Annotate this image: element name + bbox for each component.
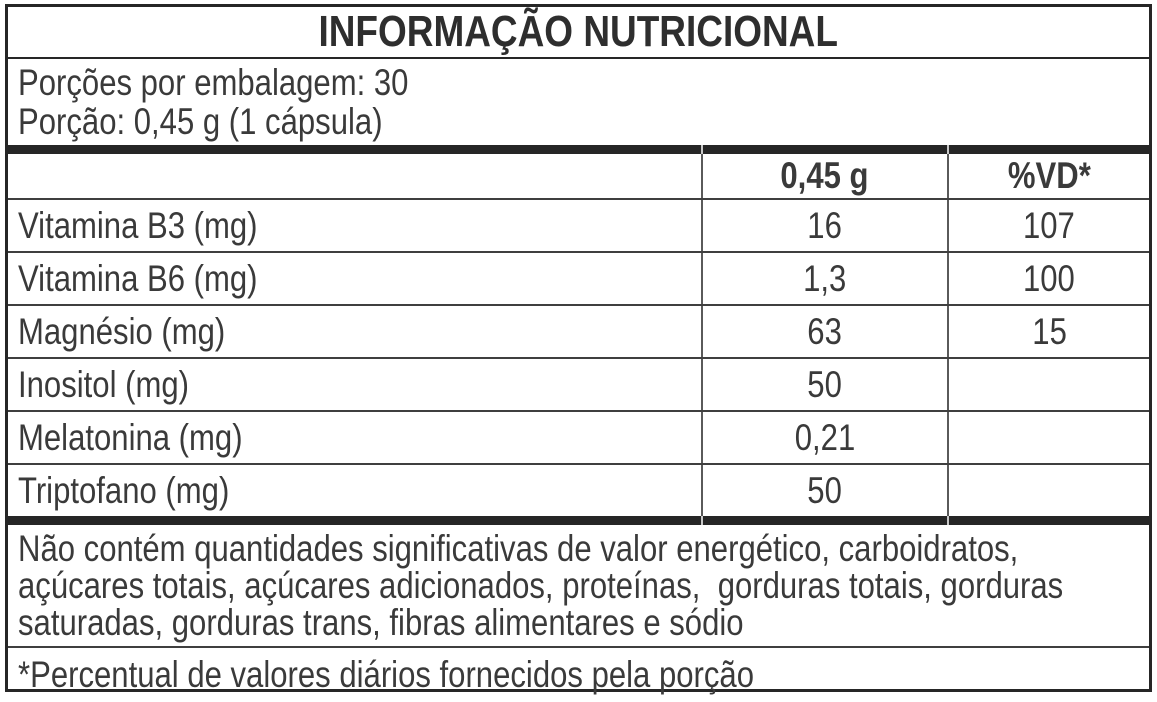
divider-bar-top (8, 145, 1149, 154)
nutrient-name: Triptofano (mg) (18, 469, 230, 511)
nutrient-dv (947, 464, 1149, 516)
amount-column-header: 0,45 g (700, 154, 949, 200)
nutrient-amount: 50 (700, 464, 949, 516)
title-row: INFORMAÇÃO NUTRICIONAL (8, 7, 1149, 59)
nutrient-name: Melatonina (mg) (8, 411, 702, 465)
nutrient-row-magnesio: Magnésio (mg) 63 15 (8, 305, 1149, 359)
dv-definition-cell: *Percentual de valores diários fornecido… (8, 647, 1149, 702)
serving-info-cell: Porções por embalagem: 30 Porção: 0,45 g… (8, 58, 1149, 145)
nutrient-row-vitamina-b6: Vitamina B6 (mg) 1,3 100 (8, 252, 1149, 306)
nutrient-column-header (8, 154, 702, 200)
nutrient-dv: 15 (947, 305, 1149, 359)
nutrient-row-vitamina-b3: Vitamina B3 (mg) 16 107 (8, 199, 1149, 253)
nutrient-dv: 107 (947, 199, 1149, 253)
column-header-row: 0,45 g %VD* (8, 154, 1149, 200)
nutrient-row-melatonina: Melatonina (mg) 0,21 (8, 411, 1149, 465)
nutrient-amount: 1,3 (700, 252, 949, 306)
serving-size-line: Porção: 0,45 g (1 cápsula) (18, 102, 1139, 141)
divider-bar-segment (700, 145, 949, 154)
nutrient-dv (947, 411, 1149, 465)
label-title: INFORMAÇÃO NUTRICIONAL (318, 7, 839, 56)
nutrient-amount: 63 (700, 305, 949, 359)
nutrient-amount: 50 (700, 358, 949, 412)
nutrient-name: Magnésio (mg) (8, 305, 702, 359)
divider-bar-segment (947, 145, 1149, 154)
no-significant-note-row: Não contém quantidades significativas de… (8, 525, 1149, 648)
nutrition-table: INFORMAÇÃO NUTRICIONAL Porções por embal… (8, 7, 1149, 702)
serving-size: Porção: 0,45 g (1 cápsula) (18, 101, 383, 142)
servings-per-package: Porções por embalagem: 30 (18, 62, 409, 103)
nutrient-dv: 100 (947, 252, 1149, 306)
divider-bar-segment (700, 516, 949, 525)
no-significant-note-cell: Não contém quantidades significativas de… (8, 525, 1149, 648)
nutrient-row-triptofano: Triptofano (mg) 50 (8, 464, 1149, 516)
nutrient-name: Inositol (mg) (8, 358, 702, 412)
servings-per-package-line: Porções por embalagem: 30 (18, 63, 1139, 102)
label-title-cell: INFORMAÇÃO NUTRICIONAL (8, 7, 1149, 59)
nutrition-label: INFORMAÇÃO NUTRICIONAL Porções por embal… (5, 4, 1152, 695)
dv-column-header: %VD* (947, 154, 1149, 200)
dv-definition-note: *Percentual de valores diários fornecido… (18, 654, 754, 695)
divider-bar-bottom (8, 516, 1149, 525)
dv-definition-row: *Percentual de valores diários fornecido… (8, 647, 1149, 702)
no-significant-note: Não contém quantidades significativas de… (18, 528, 1072, 643)
nutrient-amount: 16 (700, 199, 949, 253)
divider-bar-segment (8, 145, 702, 154)
nutrient-amount: 0,21 (700, 411, 949, 465)
serving-info-row: Porções por embalagem: 30 Porção: 0,45 g… (8, 58, 1149, 145)
divider-bar-segment (947, 516, 1149, 525)
divider-bar-segment (8, 516, 702, 525)
nutrient-dv (947, 358, 1149, 412)
nutrient-row-inositol: Inositol (mg) 50 (8, 358, 1149, 412)
nutrient-name: Vitamina B3 (mg) (8, 199, 702, 253)
nutrient-name: Vitamina B6 (mg) (8, 252, 702, 306)
